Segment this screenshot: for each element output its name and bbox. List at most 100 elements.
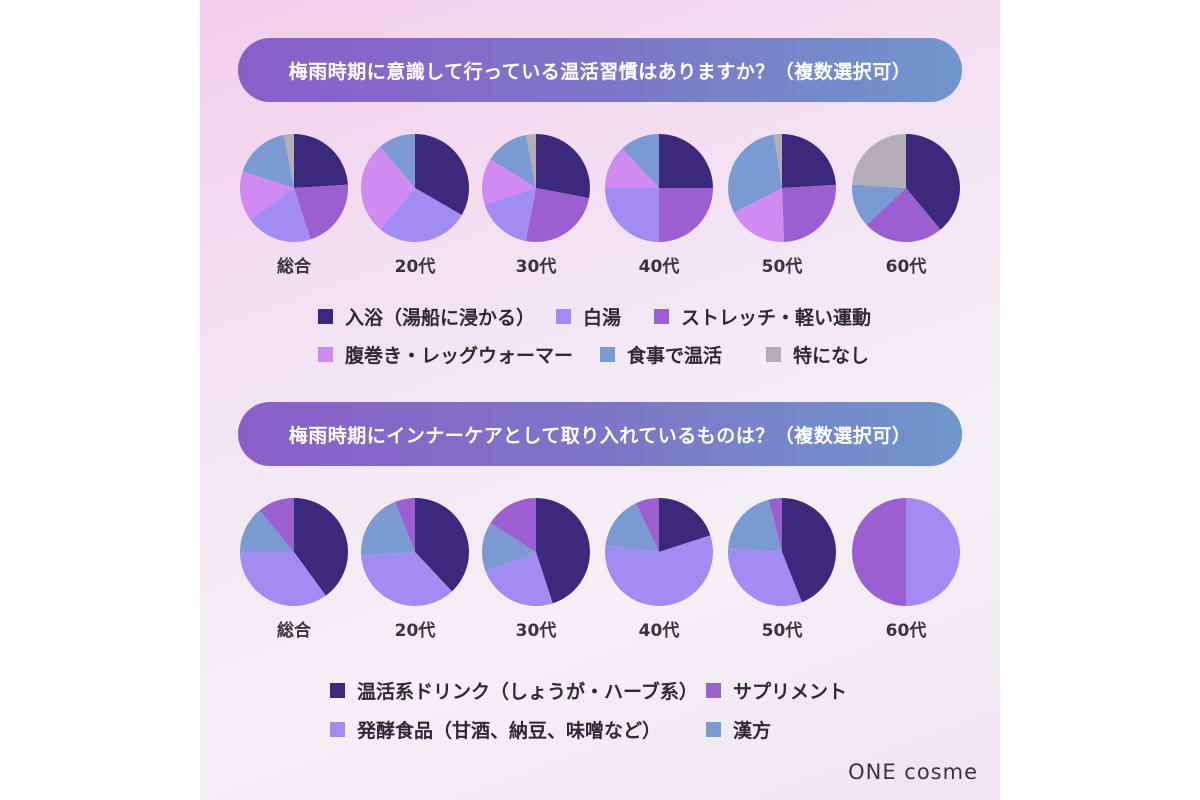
pie-slice bbox=[525, 134, 536, 188]
legend-swatch bbox=[556, 309, 571, 324]
pie-slice bbox=[659, 498, 711, 552]
pie-slice bbox=[605, 503, 659, 552]
legend-item: ストレッチ・軽い運動 bbox=[654, 303, 871, 330]
pie-slice bbox=[536, 134, 590, 199]
legend-label: 特になし bbox=[793, 345, 870, 367]
pie-slice bbox=[395, 498, 415, 552]
brand-logo: ONE cosme bbox=[848, 760, 978, 784]
pie-slice bbox=[482, 523, 536, 572]
legend-label: 白湯 bbox=[583, 307, 622, 329]
legend-label: 漢方 bbox=[733, 720, 772, 742]
pie-slice bbox=[605, 148, 659, 188]
pie-5: 50代 bbox=[728, 498, 836, 641]
pie-4: 40代 bbox=[605, 498, 713, 641]
pie-slice bbox=[605, 188, 659, 242]
pie-slice bbox=[240, 171, 294, 220]
pie-slice bbox=[782, 498, 836, 603]
pie-slice bbox=[380, 188, 462, 242]
pie-6: 60代 bbox=[852, 134, 960, 277]
pie-slice bbox=[728, 134, 782, 213]
pie-slice bbox=[728, 548, 802, 606]
pie-slice bbox=[906, 134, 960, 230]
section2-title: 梅雨時期にインナーケアとして取り入れているものは？（複数選択可） bbox=[238, 402, 962, 466]
legend-swatch bbox=[654, 309, 669, 324]
pie-slice bbox=[636, 498, 659, 552]
legend-item: サプリメント bbox=[706, 677, 847, 704]
pie-slice bbox=[659, 188, 713, 242]
pie-label: 20代 bbox=[395, 620, 436, 641]
pie-5: 50代 bbox=[728, 134, 836, 277]
legend-label: 腹巻き・レッグウォーマー bbox=[345, 345, 574, 367]
pie-slice bbox=[240, 510, 294, 552]
pie-slice bbox=[782, 134, 836, 188]
pie-slice bbox=[852, 134, 906, 188]
legend-swatch bbox=[706, 722, 721, 737]
legend-label: 発酵食品（甘酒、納豆、味噌など） bbox=[357, 720, 662, 742]
pie-slice bbox=[361, 146, 415, 230]
legend-item: 温活系ドリンク（しょうが・ハーブ系） bbox=[330, 677, 698, 704]
pie-slice bbox=[250, 188, 311, 242]
section1-title: 梅雨時期に意識して行っている温活習慣はありますか？（複数選択可） bbox=[238, 38, 962, 102]
legend-swatch bbox=[330, 722, 345, 737]
legend-item: 腹巻き・レッグウォーマー bbox=[318, 341, 573, 368]
pie-slice bbox=[361, 501, 415, 556]
pie-slice bbox=[294, 184, 348, 240]
legend-swatch bbox=[600, 347, 615, 362]
pie-slice bbox=[852, 184, 906, 225]
pie-slice bbox=[415, 134, 470, 215]
pie-label: 総合 bbox=[277, 256, 312, 277]
pie-label: 40代 bbox=[639, 256, 680, 277]
pie-1: 総合 bbox=[240, 498, 348, 641]
pie-label: 30代 bbox=[516, 256, 557, 277]
pie-2: 20代 bbox=[361, 134, 470, 277]
legend-label: ストレッチ・軽い運動 bbox=[681, 307, 872, 329]
pie-label: 40代 bbox=[639, 620, 680, 641]
pie-slice bbox=[481, 159, 536, 205]
pie-slice bbox=[490, 498, 536, 552]
section2-pies: 総合 20代 30代 40代 50代 60代 bbox=[200, 494, 1000, 664]
pie-slice bbox=[866, 188, 941, 242]
pie-3: 30代 bbox=[481, 134, 590, 277]
pie-slice bbox=[659, 134, 713, 188]
legend-item: 特になし bbox=[766, 341, 869, 368]
pie-slice bbox=[361, 552, 452, 606]
pie-label: 60代 bbox=[886, 620, 927, 641]
pie-slice bbox=[906, 498, 960, 606]
pie-slice bbox=[768, 498, 782, 552]
legend-label: サプリメント bbox=[733, 681, 848, 703]
pie-slice bbox=[728, 499, 782, 552]
pie-slice bbox=[294, 134, 348, 188]
legend-swatch bbox=[318, 309, 333, 324]
pie-slice bbox=[536, 498, 590, 604]
pie-slice bbox=[605, 535, 713, 606]
section1-pies: 総合 20代 30代 40代 50代 60代 bbox=[200, 130, 1000, 300]
pie-label: 20代 bbox=[395, 256, 436, 277]
legend-swatch bbox=[706, 683, 721, 698]
pie-6: 60代 bbox=[852, 498, 960, 641]
pie-slice bbox=[852, 498, 906, 606]
pie-slice bbox=[415, 498, 469, 592]
pie-slice bbox=[773, 134, 782, 188]
legend-item: 発酵食品（甘酒、納豆、味噌など） bbox=[330, 716, 661, 743]
legend-label: 入浴（湯船に浸かる） bbox=[345, 307, 536, 329]
pie-slice bbox=[525, 188, 590, 242]
pie-label: 60代 bbox=[886, 256, 927, 277]
legend-swatch bbox=[318, 347, 333, 362]
pie-label: 50代 bbox=[762, 620, 803, 641]
pie-slice bbox=[380, 134, 415, 188]
pie-slice bbox=[259, 498, 294, 552]
pie-label: 総合 bbox=[277, 620, 312, 641]
legend-item: 食事で温活 bbox=[600, 341, 722, 368]
pie-slice bbox=[283, 134, 294, 188]
pie-slice bbox=[485, 552, 553, 606]
legend-item: 入浴（湯船に浸かる） bbox=[318, 303, 535, 330]
infographic-panel: 梅雨時期に意識して行っている温活習慣はありますか？（複数選択可） 総合 20代 30… bbox=[200, 0, 1000, 800]
section2-pie-chart: 総合 20代 30代 40代 50代 60代 bbox=[240, 498, 960, 641]
pie-slice bbox=[490, 134, 536, 188]
pie-slice bbox=[782, 184, 836, 242]
legend-swatch bbox=[766, 347, 781, 362]
pie-slice bbox=[240, 552, 326, 606]
pie-2: 20代 bbox=[361, 498, 469, 641]
pie-3: 30代 bbox=[482, 498, 590, 641]
pie-slice bbox=[294, 498, 348, 596]
